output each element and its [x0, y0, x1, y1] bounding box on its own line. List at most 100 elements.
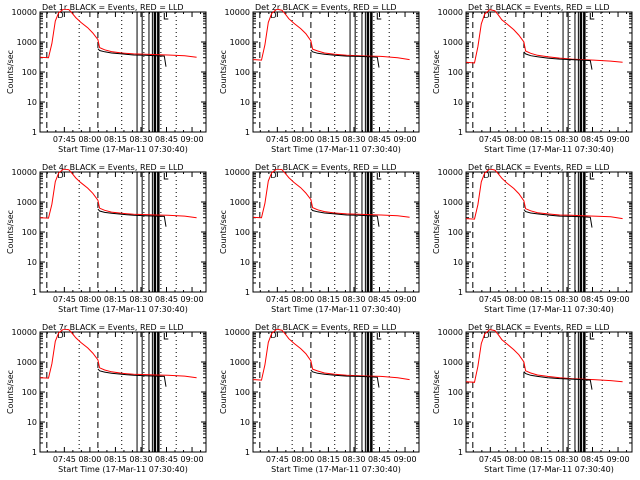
x-tick-label: 09:00 — [181, 135, 204, 144]
y-tick-label: 100 — [22, 228, 37, 237]
y-tick-label: 1 — [245, 448, 250, 457]
y-tick-label: 1 — [32, 448, 37, 457]
x-tick-label: 08:45 — [155, 455, 178, 464]
y-tick-label: 10000 — [438, 168, 463, 177]
chart-panel-4: Det 4r BLACK = Events, RED = LLD 1 10 100 10… — [6, 163, 207, 314]
x-tick-label: 09:00 — [394, 135, 417, 144]
x-tick-label: 08:15 — [317, 455, 340, 464]
x-tick-label: 07:45 — [266, 455, 289, 464]
series-group — [466, 9, 623, 70]
series-line-lld — [40, 329, 197, 379]
series-line-events — [523, 51, 593, 70]
x-tick-label: 07:45 — [479, 455, 502, 464]
y-tick-label: 1000 — [230, 198, 250, 207]
y-tick-label: 10000 — [438, 8, 463, 17]
x-tick-label: 08:00 — [78, 135, 101, 144]
series-line-lld — [466, 169, 623, 220]
y-tick-label: 10000 — [12, 8, 37, 17]
y-tick-label: 1000 — [443, 198, 463, 207]
series-group — [466, 169, 623, 228]
legend-corner-glyph — [589, 13, 595, 20]
plot-frame — [465, 171, 633, 293]
x-tick-label: 07:45 — [479, 295, 502, 304]
x-tick-label: 08:45 — [155, 295, 178, 304]
y-tick-label: 10 — [27, 258, 37, 267]
x-tick-label: 08:15 — [530, 295, 553, 304]
legend-tag: D — [57, 171, 63, 180]
legend-corner-glyph — [163, 13, 169, 20]
y-tick-label: 100 — [22, 68, 37, 77]
chart-panel-9: Det 9r BLACK = Events, RED = LLD 1 10 100 10… — [432, 323, 633, 474]
x-tick-label: 09:00 — [394, 295, 417, 304]
x-tick-label: 08:15 — [530, 135, 553, 144]
legend-tag: D — [483, 11, 489, 20]
x-tick-label: 08:00 — [291, 135, 314, 144]
chart-panel-6: Det 6r BLACK = Events, RED = LLD 1 10 100 10… — [432, 163, 633, 314]
y-tick-label: 10 — [27, 418, 37, 427]
y-axis-label: Counts/sec — [6, 50, 15, 94]
series-line-events — [97, 208, 167, 227]
x-tick-label: 08:45 — [581, 295, 604, 304]
plot-frame — [465, 331, 633, 453]
x-axis-label: Start Time (17-Mar-11 07:30:40) — [58, 305, 188, 314]
y-tick-label: 1000 — [230, 38, 250, 47]
x-tick-label: 09:00 — [607, 455, 630, 464]
y-tick-label: 10 — [27, 98, 37, 107]
series-group — [40, 9, 197, 67]
x-tick-label: 07:45 — [53, 135, 76, 144]
chart-panel-2: Det 2r BLACK = Events, RED = LLD 1 10 100 10… — [219, 3, 420, 154]
plot-frame — [252, 331, 420, 453]
x-tick-label: 07:45 — [53, 455, 76, 464]
x-axis-label: Start Time (17-Mar-11 07:30:40) — [271, 145, 401, 154]
plot-frame — [252, 11, 420, 133]
chart-panel-8: Det 8r BLACK = Events, RED = LLD 1 10 100 10… — [219, 323, 420, 474]
y-tick-label: 100 — [22, 388, 37, 397]
x-tick-label: 08:15 — [104, 135, 127, 144]
y-tick-label: 1000 — [17, 198, 37, 207]
x-tick-label: 08:15 — [104, 455, 127, 464]
x-tick-label: 08:00 — [78, 455, 101, 464]
chart-panel-5: Det 5r BLACK = Events, RED = LLD 1 10 100 10… — [219, 163, 420, 314]
series-line-lld — [40, 169, 197, 219]
legend-tag: D — [270, 331, 276, 340]
x-tick-label: 08:30 — [555, 455, 578, 464]
y-tick-label: 10000 — [438, 328, 463, 337]
series-line-events — [310, 49, 380, 68]
x-tick-label: 07:45 — [266, 135, 289, 144]
legend-tag: D — [483, 171, 489, 180]
y-tick-label: 10 — [240, 98, 250, 107]
y-axis-label: Counts/sec — [219, 210, 228, 254]
x-axis-label: Start Time (17-Mar-11 07:30:40) — [58, 465, 188, 474]
y-tick-label: 10000 — [12, 168, 37, 177]
chart-title: Det 8r BLACK = Events, RED = LLD — [255, 323, 397, 332]
legend-tag: D — [57, 11, 63, 20]
series-group — [253, 169, 410, 227]
series-line-lld — [253, 329, 410, 381]
y-axis-label: Counts/sec — [219, 370, 228, 414]
x-tick-label: 08:30 — [342, 455, 365, 464]
x-tick-label: 08:30 — [129, 295, 152, 304]
y-tick-label: 1 — [458, 448, 463, 457]
x-tick-label: 08:15 — [104, 295, 127, 304]
legend-corner-glyph — [163, 173, 169, 180]
x-tick-label: 08:00 — [291, 295, 314, 304]
y-tick-label: 10000 — [12, 328, 37, 337]
series-line-events — [310, 369, 380, 388]
series-group — [40, 169, 197, 227]
legend-tag: D — [57, 331, 63, 340]
x-tick-label: 08:15 — [317, 295, 340, 304]
x-tick-label: 08:00 — [504, 455, 527, 464]
y-tick-label: 1 — [245, 288, 250, 297]
x-tick-label: 09:00 — [181, 455, 204, 464]
series-line-events — [97, 48, 167, 67]
x-tick-label: 08:45 — [368, 295, 391, 304]
y-axis-label: Counts/sec — [432, 50, 441, 94]
series-group — [253, 9, 410, 68]
y-tick-label: 1 — [32, 288, 37, 297]
x-axis-label: Start Time (17-Mar-11 07:30:40) — [484, 465, 614, 474]
x-tick-label: 08:30 — [555, 295, 578, 304]
x-tick-label: 08:30 — [129, 455, 152, 464]
x-tick-label: 09:00 — [607, 135, 630, 144]
series-line-lld — [253, 9, 410, 61]
x-tick-label: 08:00 — [504, 295, 527, 304]
